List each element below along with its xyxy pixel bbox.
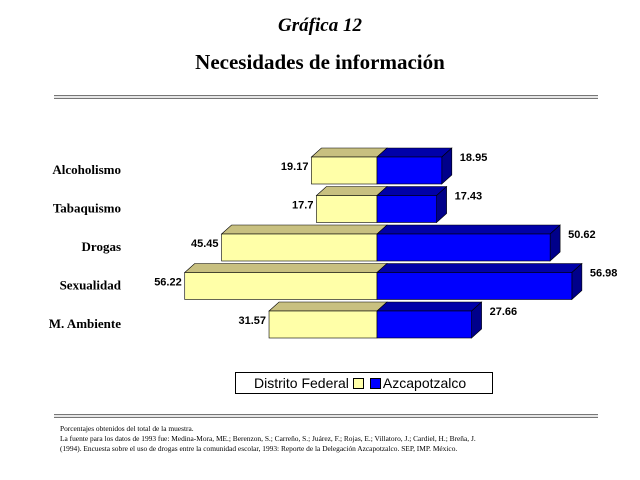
bar-top-df-m-ambiente	[268, 301, 388, 312]
bar-df-alcoholismo	[311, 156, 378, 185]
value-label-df-sexualidad: 56.22	[154, 277, 182, 289]
chart-legend: Distrito Federal Azcapotzalco	[235, 372, 493, 394]
category-label-drogas: Drogas	[82, 239, 121, 254]
footnotes: Porcentajes obtenidos del total de la mu…	[60, 424, 620, 454]
value-label-azc-m-ambiente: 27.66	[490, 306, 518, 318]
bar-top-df-drogas	[220, 224, 388, 235]
value-label-azc-drogas: 50.62	[568, 229, 596, 241]
value-label-azc-sexualidad: 56.98	[590, 268, 618, 280]
bar-azc-tabaquismo	[376, 195, 437, 223]
value-label-azc-alcoholismo: 18.95	[460, 152, 488, 164]
value-label-df-alcoholismo: 19.17	[281, 161, 309, 173]
bar-top-df-alcoholismo	[310, 147, 388, 158]
footnote-line: Porcentajes obtenidos del total de la mu…	[60, 424, 194, 433]
bar-azc-m-ambiente	[376, 310, 472, 339]
bar-df-m-ambiente	[268, 310, 378, 339]
bar-top-df-tabaquismo	[315, 186, 388, 196]
legend-swatch-distrito-federal	[352, 377, 364, 389]
category-label-sexualidad: Sexualidad	[60, 278, 122, 293]
bottom-divider	[54, 414, 598, 418]
bar-df-tabaquismo	[316, 195, 378, 223]
bar-top-df-sexualidad	[183, 263, 388, 273]
category-label-alcoholismo: Alcoholismo	[52, 162, 121, 177]
bar-top-azc-sexualidad	[376, 263, 583, 273]
bar-top-azc-m-ambiente	[376, 301, 483, 312]
value-label-df-m-ambiente: 31.57	[238, 315, 266, 327]
bar-azc-drogas	[376, 233, 551, 262]
category-label-tabaquismo: Tabaquismo	[53, 201, 121, 216]
footnote-line: La fuente para los datos de 1993 fue: Me…	[60, 434, 476, 443]
legend-label-distrito-federal: Distrito Federal	[254, 375, 349, 391]
bar-top-azc-alcoholismo	[376, 147, 453, 158]
legend-swatch-azcapotzalco	[369, 377, 381, 389]
bar-azc-sexualidad	[376, 272, 573, 300]
footnote-line: (1994). Encuesta sobre el uso de drogas …	[60, 444, 458, 453]
top-divider	[54, 95, 598, 99]
bar-top-azc-drogas	[376, 224, 561, 235]
bar-df-sexualidad	[184, 272, 378, 300]
chart-title: Necesidades de información	[195, 50, 445, 74]
legend-label-azcapotzalco: Azcapotzalco	[382, 375, 467, 391]
value-label-df-drogas: 45.45	[191, 238, 219, 250]
bar-df-drogas	[221, 233, 378, 262]
chart-kicker: Gráfica 12	[278, 15, 362, 36]
category-label-m-ambiente: M. Ambiente	[49, 316, 121, 331]
bar-top-azc-tabaquismo	[376, 186, 448, 196]
bar-azc-alcoholismo	[376, 156, 443, 185]
value-label-azc-tabaquismo: 17.43	[455, 191, 483, 203]
value-label-df-tabaquismo: 17.7	[292, 200, 313, 212]
